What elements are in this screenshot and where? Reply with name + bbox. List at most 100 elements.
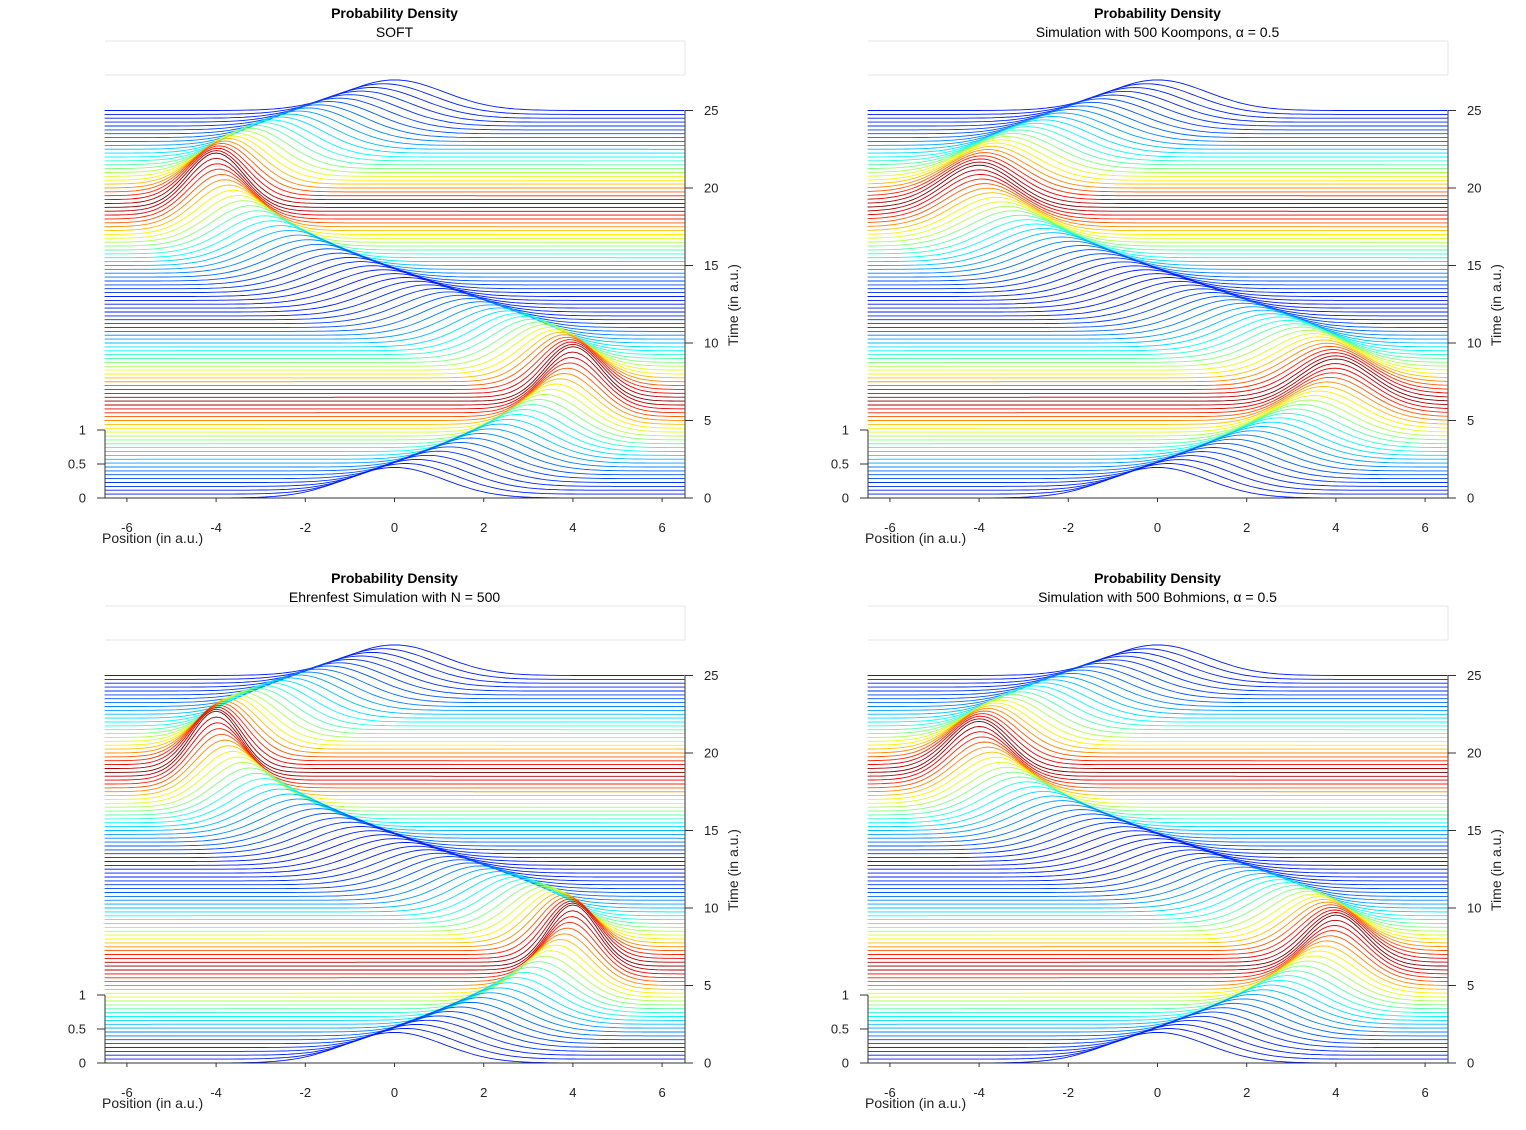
density-line <box>867 860 1448 893</box>
density-line <box>867 292 1448 325</box>
density-axis: 00.51 <box>831 423 869 506</box>
density-line <box>867 404 1448 441</box>
density-line <box>104 229 685 266</box>
density-line <box>867 906 1448 955</box>
density-line <box>867 339 1448 379</box>
density-line <box>104 110 685 146</box>
position-tick-label: 2 <box>480 1085 487 1100</box>
density-line <box>867 984 1448 1021</box>
time-tick-label: 10 <box>1467 336 1481 351</box>
density-line <box>104 157 685 212</box>
density-line <box>867 219 1448 255</box>
density-line <box>104 944 685 994</box>
density-line <box>867 101 1448 135</box>
density-line <box>104 423 685 460</box>
density-line <box>867 129 1448 166</box>
density-line <box>867 395 1448 433</box>
density-line <box>867 925 1448 975</box>
density-line <box>867 367 1448 410</box>
density-line <box>104 876 685 917</box>
density-line <box>867 169 1448 212</box>
density-line <box>104 273 685 305</box>
density-line <box>104 83 685 115</box>
density-line <box>104 668 685 704</box>
density-line <box>867 306 1448 340</box>
time-axis: 0 5 10 15 20 25 Time (in a.u.) <box>1447 103 1504 506</box>
density-axis: 00.51 <box>831 988 869 1071</box>
density-line <box>104 168 685 220</box>
density-line <box>104 269 685 301</box>
density-line <box>104 826 685 859</box>
density-line <box>867 776 1448 816</box>
density-line <box>867 363 1448 406</box>
density-line <box>104 783 685 824</box>
density-line <box>867 87 1448 119</box>
density-line <box>104 113 685 150</box>
density-line <box>867 795 1448 831</box>
time-tick-label: 5 <box>704 978 711 993</box>
density-line <box>867 790 1448 828</box>
density-line <box>867 950 1448 994</box>
density-line <box>867 122 1448 158</box>
density-line <box>104 428 685 464</box>
density-line <box>867 648 1448 680</box>
density-line <box>867 313 1448 348</box>
density-line <box>867 192 1448 232</box>
density-line <box>104 94 685 127</box>
density-line <box>867 132 1448 170</box>
density-line <box>867 672 1448 707</box>
density-line <box>867 316 1448 352</box>
density-line <box>867 223 1448 259</box>
density-lines <box>104 79 685 499</box>
position-tick-label: -4 <box>973 1085 985 1100</box>
density-line <box>867 323 1448 359</box>
density-line <box>104 388 685 433</box>
time-tick-label: 25 <box>1467 668 1481 683</box>
density-line <box>867 834 1448 866</box>
density-line <box>867 741 1448 789</box>
grid-lines <box>105 605 686 641</box>
density-line <box>104 933 685 986</box>
density-line <box>104 152 685 208</box>
density-line <box>867 326 1448 363</box>
density-line <box>104 357 685 410</box>
density-line <box>867 655 1448 688</box>
density-line <box>867 155 1448 197</box>
density-line <box>104 97 685 131</box>
position-tick-label: -4 <box>210 1085 222 1100</box>
density-line <box>104 680 685 719</box>
density-tick-label: 1 <box>842 988 849 1003</box>
density-lines <box>104 644 685 1064</box>
density-line <box>104 898 685 955</box>
time-tick-label: 20 <box>1467 181 1481 196</box>
density-line <box>104 955 685 1002</box>
density-line <box>867 261 1448 294</box>
density-line <box>104 859 685 893</box>
density-line <box>104 339 685 390</box>
density-line <box>104 205 685 247</box>
time-tick-label: 15 <box>704 258 718 273</box>
time-tick-label: 25 <box>1467 103 1481 118</box>
density-line <box>867 845 1448 878</box>
density-line <box>104 362 685 414</box>
density-line <box>104 336 685 387</box>
density-line <box>867 685 1448 723</box>
time-tick-label: 15 <box>1467 258 1481 273</box>
density-line <box>104 301 685 336</box>
density-line <box>104 116 685 154</box>
density-line <box>867 682 1448 719</box>
density-line <box>867 1019 1448 1052</box>
density-line <box>104 767 685 812</box>
density-line <box>104 307 685 344</box>
density-line <box>867 94 1448 127</box>
density-line <box>867 644 1448 676</box>
density-axis: 00.51 <box>68 988 106 1071</box>
position-tick-label: 6 <box>658 520 665 535</box>
density-line <box>867 876 1448 913</box>
density-line <box>867 136 1448 173</box>
chart-title: Probability Density <box>331 5 458 21</box>
density-tick-label: 1 <box>79 423 86 438</box>
density-line <box>867 679 1448 715</box>
density-line <box>867 309 1448 344</box>
